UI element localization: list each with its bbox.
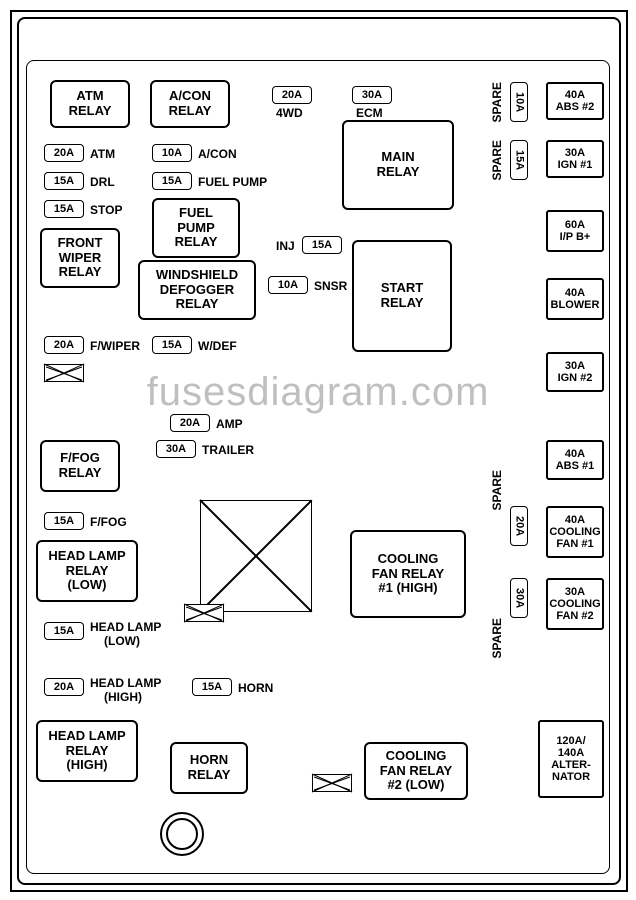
fuse-f-amp: 20A	[170, 414, 210, 432]
fusebox-fb-cool2: 30ACOOLINGFAN #2	[546, 578, 604, 630]
empty-slot-x4	[312, 774, 352, 792]
fuse-f-horn: 15A	[192, 678, 232, 696]
fusebox-fb-ign1: 30AIGN #1	[546, 140, 604, 178]
label-l-4wd: 4WD	[276, 106, 303, 120]
empty-slot-x2	[200, 500, 312, 612]
label-l-fuelpump: FUEL PUMP	[198, 175, 267, 189]
fuse-f-4wd: 20A	[272, 86, 312, 104]
relay-front-wiper-relay: FRONTWIPERRELAY	[40, 228, 120, 288]
relay-ffog-relay: F/FOGRELAY	[40, 440, 120, 492]
fuse-f-fuelpump: 15A	[152, 172, 192, 190]
fusebox-fb-ign2: 30AIGN #2	[546, 352, 604, 392]
label-l-hlow: HEAD LAMP	[90, 620, 161, 634]
fuse-f-spare3: 20A	[510, 506, 528, 546]
relay-horn-relay: HORNRELAY	[170, 742, 248, 794]
fusebox-fb-ipb: 60AI/P B+	[546, 210, 604, 252]
label-l-snsr: SNSR	[314, 279, 347, 293]
label-l-ffog: F/FOG	[90, 515, 127, 529]
label-l-stop: STOP	[90, 203, 122, 217]
label-l-spare4: SPARE	[490, 618, 504, 658]
label-l-wdef: W/DEF	[198, 339, 237, 353]
relay-cooling-fan-relay-1: COOLINGFAN RELAY#1 (HIGH)	[350, 530, 466, 618]
fuse-f-acon: 10A	[152, 144, 192, 162]
label-l-inj: INJ	[276, 239, 295, 253]
fuse-f-hl-high: 20A	[44, 678, 84, 696]
relay-start-relay: STARTRELAY	[352, 240, 452, 352]
label-l-horn: HORN	[238, 681, 273, 695]
label-l-acon: A/CON	[198, 147, 237, 161]
label-l-atm: ATM	[90, 147, 115, 161]
relay-acon-relay: A/CONRELAY	[150, 80, 230, 128]
label-l-spare1: SPARE	[490, 82, 504, 122]
fuse-f-spare1: 10A	[510, 82, 528, 122]
fusebox-fb-abs1: 40AABS #1	[546, 440, 604, 480]
fusebox-fb-alt: 120A/140AALTER-NATOR	[538, 720, 604, 798]
fusebox-fb-cool1: 40ACOOLINGFAN #1	[546, 506, 604, 558]
fuse-f-trailer: 30A	[156, 440, 196, 458]
mount-circle-inner	[166, 818, 198, 850]
relay-fuel-pump-relay: FUELPUMPRELAY	[152, 198, 240, 258]
label-l-hhigh2: (HIGH)	[104, 690, 142, 704]
fuse-f-stop: 15A	[44, 200, 84, 218]
label-l-trailer: TRAILER	[202, 443, 254, 457]
label-l-fwiper: F/WIPER	[90, 339, 140, 353]
empty-slot-x1	[44, 364, 84, 382]
fuse-f-atm: 20A	[44, 144, 84, 162]
relay-windshield-defogger-relay: WINDSHIELDDEFOGGERRELAY	[138, 260, 256, 320]
label-l-ecm: ECM	[356, 106, 383, 120]
fuse-f-inj: 15A	[302, 236, 342, 254]
relay-main-relay: MAINRELAY	[342, 120, 454, 210]
label-l-spare2: SPARE	[490, 140, 504, 180]
fuse-f-snsr: 10A	[268, 276, 308, 294]
fuse-f-wdef: 15A	[152, 336, 192, 354]
fuse-f-ecm: 30A	[352, 86, 392, 104]
label-l-amp: AMP	[216, 417, 243, 431]
fuse-f-ffog: 15A	[44, 512, 84, 530]
fuse-f-spare4: 30A	[510, 578, 528, 618]
label-l-hhigh: HEAD LAMP	[90, 676, 161, 690]
label-l-hlow2: (LOW)	[104, 634, 140, 648]
fuse-f-spare2: 15A	[510, 140, 528, 180]
relay-headlamp-relay-high: HEAD LAMPRELAY(HIGH)	[36, 720, 138, 782]
relay-atm-relay: ATMRELAY	[50, 80, 130, 128]
fuse-f-fwiper: 20A	[44, 336, 84, 354]
fuse-f-drl: 15A	[44, 172, 84, 190]
relay-headlamp-relay-low: HEAD LAMPRELAY(LOW)	[36, 540, 138, 602]
label-l-drl: DRL	[90, 175, 115, 189]
fusebox-fb-blower: 40ABLOWER	[546, 278, 604, 320]
label-l-spare3: SPARE	[490, 470, 504, 510]
relay-cooling-fan-relay-2: COOLINGFAN RELAY#2 (LOW)	[364, 742, 468, 800]
fusebox-fb-abs2: 40AABS #2	[546, 82, 604, 120]
fuse-f-hl-low: 15A	[44, 622, 84, 640]
empty-slot-x3	[184, 604, 224, 622]
